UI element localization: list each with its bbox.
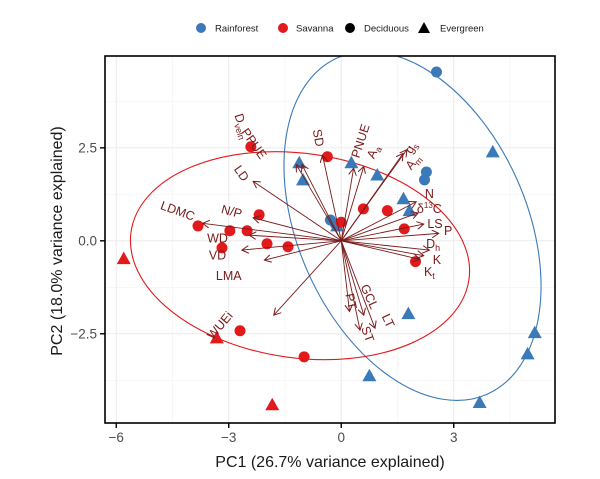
- loading-label-lt: LT: [379, 312, 398, 331]
- point-savanna-evergreen: [116, 251, 131, 265]
- loading-arrow-kt: [341, 240, 420, 260]
- loading-arrow-sd: [323, 155, 342, 241]
- legend: Rainforest Savanna Deciduous Evergreen: [196, 22, 484, 35]
- loading-arrow-lt: [340, 240, 375, 328]
- legend-key-deciduous: [345, 23, 355, 33]
- point-rainforest-evergreen: [472, 395, 487, 409]
- loading-label-wd: WD: [207, 232, 228, 246]
- y-tick-label: −2.5: [70, 326, 97, 341]
- point-rainforest-evergreen: [527, 325, 542, 339]
- loading-label-ls: LS: [427, 217, 442, 231]
- legend-label-deciduous: Deciduous: [364, 24, 409, 35]
- loading-arrow-vd: [242, 240, 342, 250]
- point-rainforest-evergreen: [485, 144, 500, 158]
- loading-arrow-ldmc: [203, 223, 342, 242]
- point-savanna-deciduous: [216, 242, 228, 254]
- loading-label-dvein: Dvein: [230, 112, 253, 141]
- confidence-ellipses: [129, 56, 542, 401]
- loading-label-kt: Kt: [424, 265, 435, 281]
- loading-arrow-gcl: [340, 240, 364, 315]
- axis-ticks: −6 −3 0 3 −2.5 0.0 2.5: [70, 140, 457, 445]
- loading-label-k: K: [433, 253, 442, 267]
- point-savanna-deciduous: [245, 141, 257, 153]
- point-savanna-deciduous: [234, 325, 246, 337]
- legend-key-evergreen: [418, 22, 430, 33]
- loading-label-np: N/P: [220, 202, 244, 221]
- point-savanna-deciduous: [282, 241, 294, 253]
- point-savanna-deciduous: [398, 223, 410, 235]
- point-rainforest-evergreen: [362, 368, 377, 382]
- point-savanna-deciduous: [192, 220, 204, 232]
- loading-label-aa: Aa: [364, 143, 384, 162]
- legend-item-deciduous: Deciduous: [345, 23, 409, 35]
- loading-arrow-pt: [340, 240, 349, 312]
- loading-arrows: [203, 150, 439, 330]
- loading-arrow-wuei: [274, 240, 342, 315]
- loading-arrow-lma: [264, 240, 342, 260]
- plot-frame: [104, 55, 556, 424]
- loading-arrow-dh: [341, 240, 429, 250]
- x-tick-label: 0: [337, 430, 345, 445]
- legend-item-rainforest: Rainforest: [196, 23, 259, 35]
- loading-label-p: P: [444, 224, 452, 238]
- point-savanna-deciduous: [241, 225, 253, 237]
- legend-key-savanna: [278, 23, 288, 33]
- legend-item-savanna: Savanna: [278, 23, 334, 35]
- loading-arrow-ppue: [296, 165, 342, 242]
- point-savanna-evergreen: [209, 330, 224, 344]
- legend-label-savanna: Savanna: [296, 24, 334, 35]
- point-rainforest-deciduous: [431, 66, 442, 78]
- loading-label-dh: Dh: [426, 237, 440, 253]
- loading-arrow-np: [253, 218, 342, 242]
- x-axis-title: PC1 (26.7% variance explained): [215, 454, 444, 471]
- legend-label-evergreen: Evergreen: [440, 24, 484, 35]
- loading-arrow-am: [340, 153, 403, 242]
- point-savanna-evergreen: [265, 397, 280, 411]
- loading-label-lma: LMA: [216, 269, 242, 283]
- loading-arrow-pnue: [340, 168, 353, 241]
- legend-item-evergreen: Evergreen: [418, 22, 484, 35]
- point-rainforest-evergreen: [520, 346, 535, 360]
- legend-label-rainforest: Rainforest: [215, 24, 259, 35]
- point-savanna-deciduous: [381, 205, 393, 217]
- loading-label-13c: δ13C: [417, 201, 442, 216]
- loading-arrow-ld: [253, 181, 342, 242]
- x-tick-label: 3: [450, 430, 458, 445]
- loading-label-pt: PT: [342, 292, 359, 311]
- point-savanna-deciduous: [298, 351, 310, 363]
- loading-arrow-ls: [341, 224, 424, 242]
- loading-arrow-aa: [340, 166, 364, 241]
- loading-label-st: ST: [358, 324, 377, 344]
- point-savanna-deciduous: [224, 225, 236, 237]
- legend-key-rainforest: [196, 23, 206, 33]
- y-tick-label: 0.0: [78, 233, 97, 248]
- ellipse-rainforest: [283, 56, 542, 401]
- loading-arrow-n: [341, 202, 416, 242]
- loading-arrow-13c: [341, 213, 418, 242]
- ellipse-savanna: [129, 151, 471, 361]
- point-rainforest-evergreen: [344, 155, 359, 169]
- point-rainforest-deciduous: [419, 174, 430, 186]
- y-tick-label: 2.5: [78, 140, 97, 155]
- loading-label-sd: SD: [310, 128, 327, 148]
- loading-label-n: N: [425, 187, 434, 201]
- point-savanna-deciduous: [261, 238, 273, 250]
- x-tick-label: −3: [221, 430, 236, 445]
- x-tick-label: −6: [109, 430, 124, 445]
- loading-arrow-st: [340, 240, 360, 330]
- loading-arrow-dvein: [302, 165, 342, 242]
- loading-arrow-p: [341, 233, 439, 242]
- point-rainforest-evergreen: [370, 167, 385, 181]
- loading-arrow-wd: [249, 235, 342, 242]
- loading-arrow-k: [341, 240, 424, 256]
- point-rainforest-evergreen: [401, 306, 416, 320]
- loading-label-vd: VD: [209, 248, 226, 262]
- point-rainforest-evergreen: [396, 191, 411, 205]
- y-axis-title: PC2 (18.0% variance explained): [49, 126, 66, 355]
